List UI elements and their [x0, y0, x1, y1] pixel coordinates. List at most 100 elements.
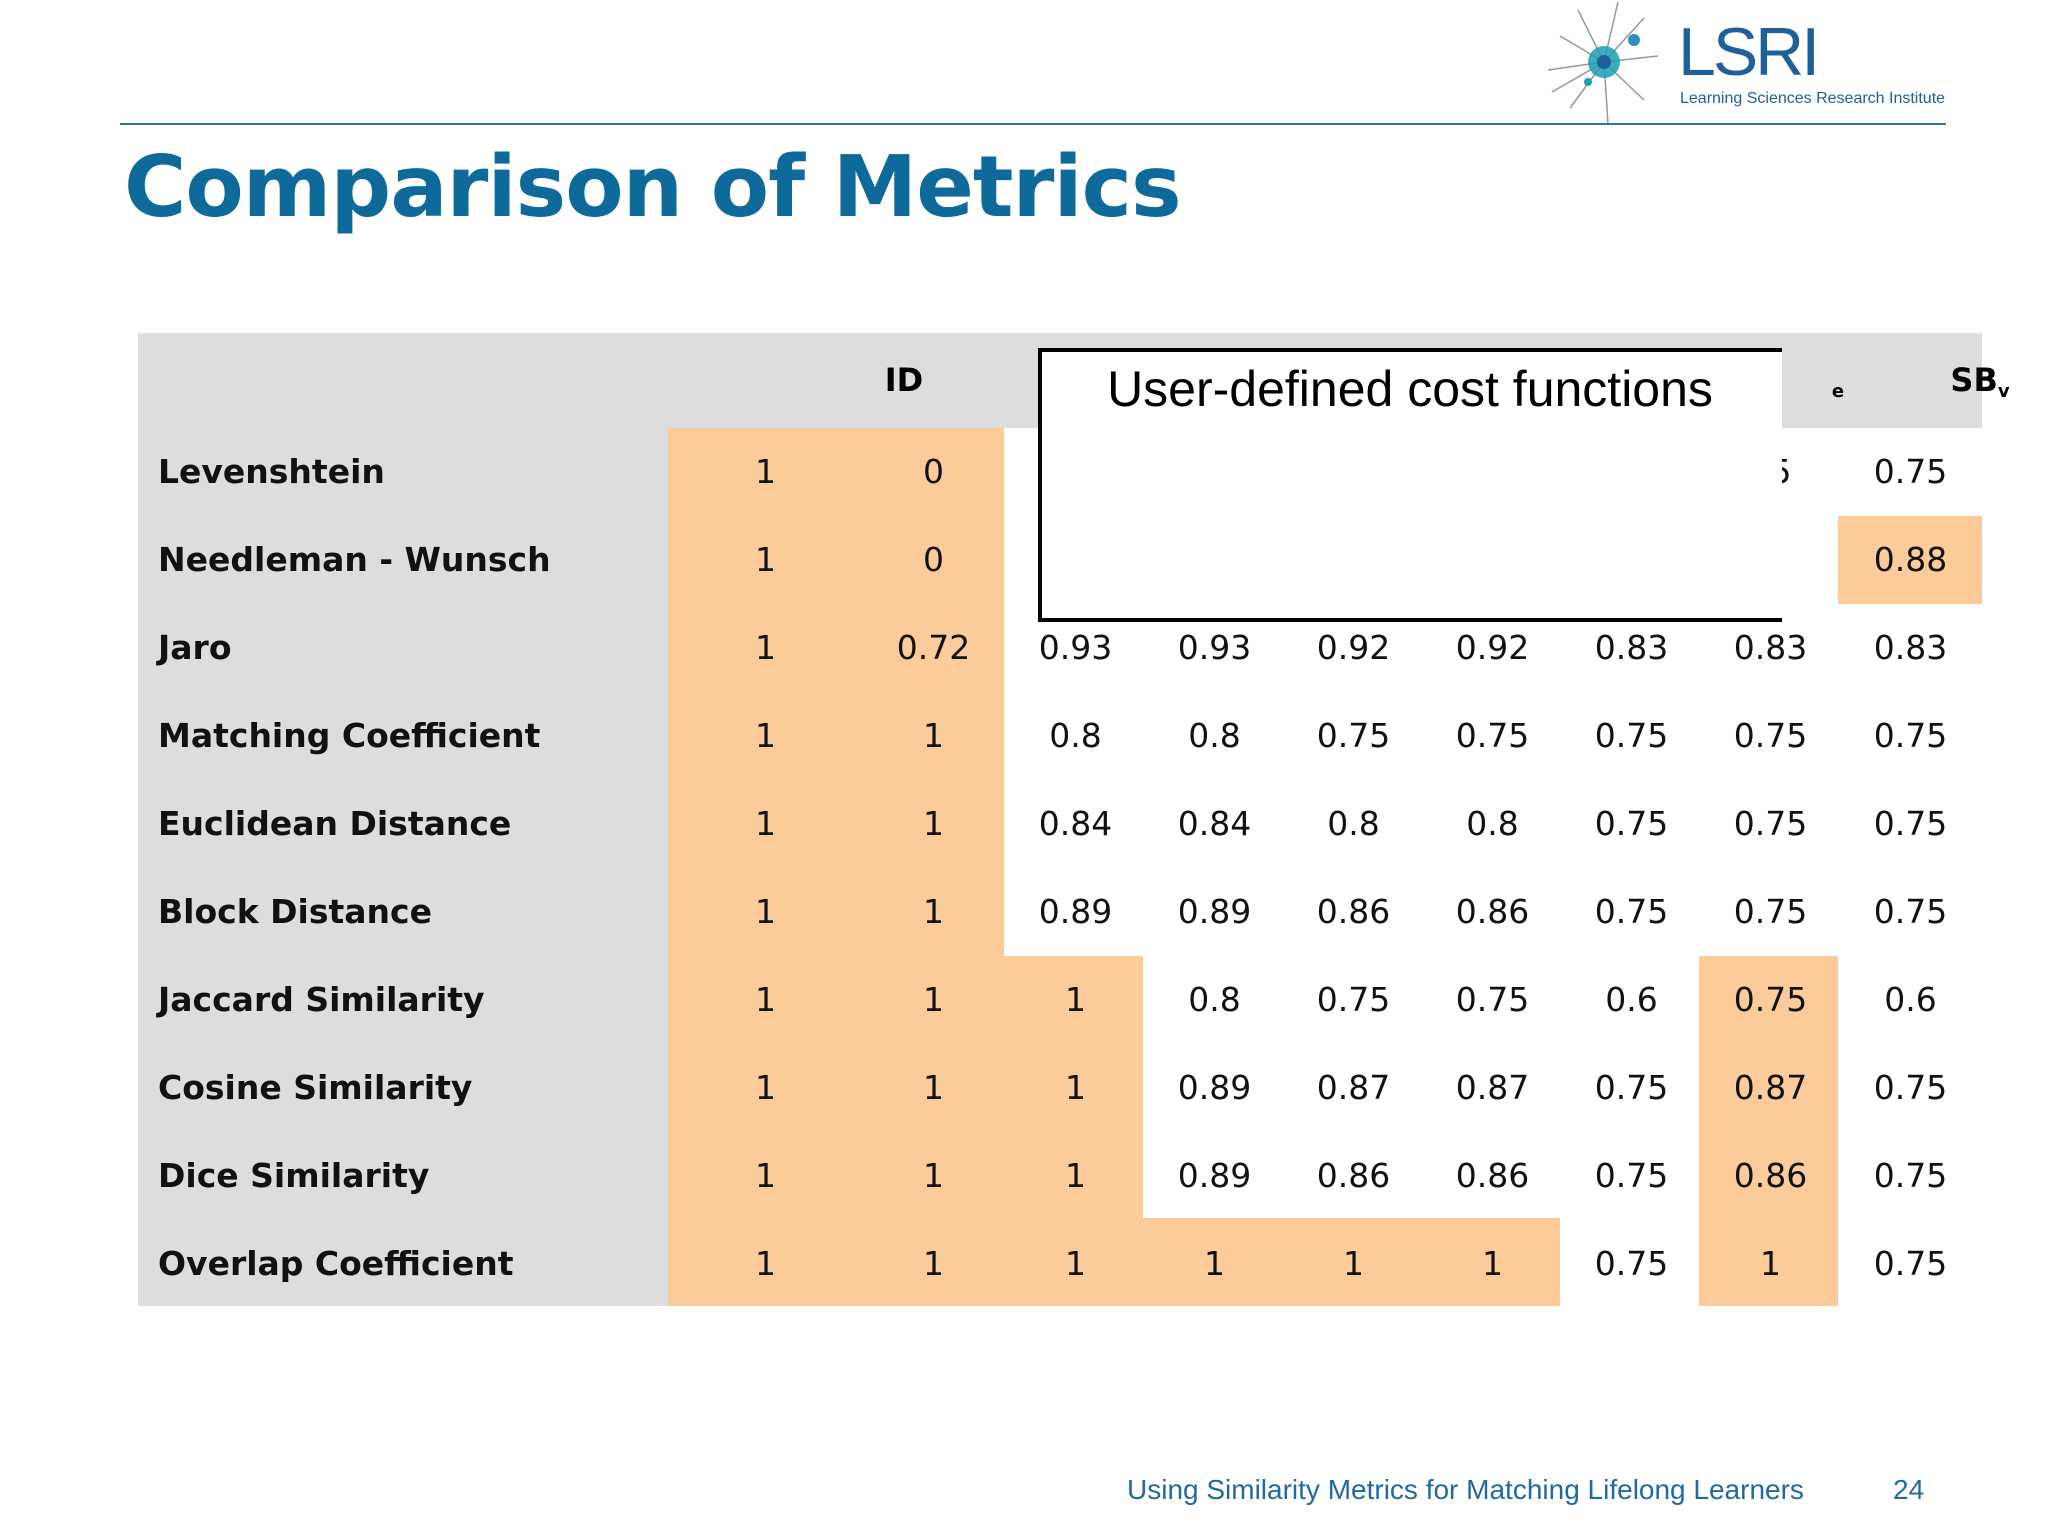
label-column-background	[138, 428, 668, 1306]
table-cell: 0.75	[1455, 716, 1530, 755]
table-cell: 0.6	[1884, 980, 1937, 1019]
table-cell: 1	[755, 892, 776, 931]
callout-box: User-defined cost functions	[1038, 348, 1782, 622]
table-cell: 1	[755, 452, 776, 491]
table-cell: 0.75	[1594, 1068, 1669, 1107]
table-cell: 0.75	[1594, 804, 1669, 843]
table-cell: 0.75	[1873, 1156, 1948, 1195]
table-cell: 1	[755, 1156, 776, 1195]
table-cell: 1	[923, 716, 944, 755]
table-cell: 1	[755, 628, 776, 667]
table-cell: 1	[923, 1156, 944, 1195]
row-label: Jaro	[158, 628, 232, 667]
row-label: Matching Coefficient	[158, 716, 541, 755]
row-label: Jaccard Similarity	[158, 980, 485, 1019]
table-cell: 0.83	[1594, 628, 1669, 667]
table-cell: 0.75	[1316, 716, 1391, 755]
table-cell: 0.89	[1038, 892, 1113, 931]
table-cell: 0	[923, 540, 944, 579]
col-header-sbv: SBv	[1950, 361, 2010, 402]
logo-subtitle: Learning Sciences Research Institute	[1680, 90, 1946, 107]
callout-text: User-defined cost functions	[1107, 361, 1713, 417]
table-cell: 0.87	[1455, 1068, 1530, 1107]
row-label: Dice Similarity	[158, 1156, 430, 1195]
table-cell: 0.83	[1733, 628, 1808, 667]
table-cell: 0.86	[1455, 892, 1530, 931]
highlight-col3-lower	[1004, 956, 1143, 1306]
table-cell: 0.6	[1605, 980, 1658, 1019]
table-cell: 0.75	[1733, 804, 1808, 843]
col-header-id: ID	[884, 361, 924, 399]
row-label: Euclidean Distance	[158, 804, 512, 843]
table-cell: 0.75	[1316, 980, 1391, 1019]
header-divider	[120, 123, 1946, 125]
table-cell: 0.92	[1316, 628, 1391, 667]
table-cell: 0.89	[1177, 892, 1252, 931]
table-cell: 0.86	[1733, 1156, 1808, 1195]
table-cell: 1	[755, 1068, 776, 1107]
table-cell: 0.8	[1188, 716, 1241, 755]
starburst-icon	[1548, 1, 1659, 124]
table-cell: 1	[755, 804, 776, 843]
highlight-overlap-row	[1143, 1218, 1560, 1306]
table-cell: 1	[755, 716, 776, 755]
table-cell: 0.75	[1873, 1244, 1948, 1283]
table-cell: 0.75	[1733, 716, 1808, 755]
table-cell: 0.75	[1873, 804, 1948, 843]
table-cell: 0.86	[1316, 892, 1391, 931]
table-cell: 1	[1065, 1244, 1086, 1283]
table-cell: 0.92	[1455, 628, 1530, 667]
slide-title: Comparison of Metrics	[124, 138, 1182, 237]
table-cell: 0	[923, 452, 944, 491]
table-cell: 0.86	[1455, 1156, 1530, 1195]
table-cell: 0.75	[1594, 1244, 1669, 1283]
table-cell: 0.84	[1038, 804, 1113, 843]
table-cell: 0.75	[1594, 892, 1669, 931]
col-header-8: e	[1831, 381, 1845, 402]
table-cell: 0.93	[1038, 628, 1113, 667]
table-cell: 1	[1065, 1156, 1086, 1195]
page-number: 24	[1893, 1474, 1925, 1505]
table-cell: 1	[755, 1244, 776, 1283]
table-cell: 0.89	[1177, 1068, 1252, 1107]
table-cell: 0.87	[1733, 1068, 1808, 1107]
table-cell: 0.75	[1594, 716, 1669, 755]
table-cell: 1	[1482, 1244, 1503, 1283]
table-cell: 0.75	[1873, 892, 1948, 931]
logo-text: LSRI	[1678, 14, 1820, 90]
row-label: Cosine Similarity	[158, 1068, 473, 1107]
table-cell: 0.8	[1049, 716, 1102, 755]
table-cell: 0.75	[1873, 1068, 1948, 1107]
table-cell: 0.75	[1733, 892, 1808, 931]
highlight-id-re-columns	[668, 428, 1004, 1306]
table-cell: 1	[755, 540, 776, 579]
row-label: Block Distance	[158, 892, 432, 931]
row-label: Overlap Coefficient	[158, 1244, 514, 1283]
row-label: Levenshtein	[158, 452, 385, 491]
table-cell: 1	[1065, 980, 1086, 1019]
table-cell: 0.8	[1466, 804, 1519, 843]
table-cell: 0.89	[1177, 1156, 1252, 1195]
table-cell: 0.83	[1873, 628, 1948, 667]
table-cell: 0.8	[1188, 980, 1241, 1019]
footer-title: Using Similarity Metrics for Matching Li…	[1127, 1474, 1804, 1505]
highlight-needleman-sbv	[1838, 516, 1982, 604]
table-cell: 0.72	[896, 628, 971, 667]
table-cell: 0.75	[1594, 1156, 1669, 1195]
table-cell: 1	[1065, 1068, 1086, 1107]
table-cell: 1	[923, 980, 944, 1019]
lsri-logo: LSRI Learning Sciences Research Institut…	[1548, 0, 1948, 124]
table-cell: 0.93	[1177, 628, 1252, 667]
row-label: Needleman - Wunsch	[158, 540, 551, 579]
table-cell: 0.75	[1873, 716, 1948, 755]
table-cell: 0.75	[1873, 452, 1948, 491]
table-cell: 0.75	[1455, 980, 1530, 1019]
table-cell: 0.88	[1873, 540, 1948, 579]
table-cell: 1	[1760, 1244, 1781, 1283]
highlight-col8-lower	[1699, 956, 1838, 1306]
table-cell: 0.86	[1316, 1156, 1391, 1195]
table-cell: 0.84	[1177, 804, 1252, 843]
table-cell: 1	[923, 1068, 944, 1107]
table-cell: 0.75	[1733, 980, 1808, 1019]
table-cell: 0.87	[1316, 1068, 1391, 1107]
